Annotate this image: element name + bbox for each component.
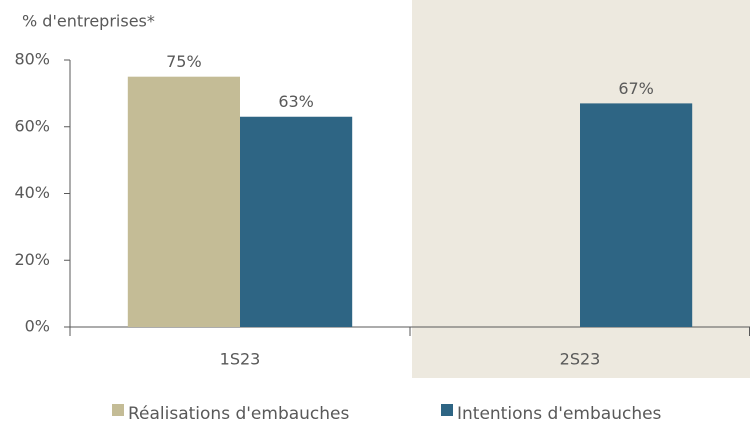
legend-label: Intentions d'embauches (457, 404, 662, 424)
value-label: 63% (278, 92, 314, 111)
y-tick-label: 20% (14, 250, 50, 269)
legend-label: Réalisations d'embauches (128, 404, 350, 424)
y-tick-label: 0% (25, 317, 50, 336)
x-tick-label: 2S23 (560, 350, 601, 369)
y-tick-label: 40% (14, 183, 50, 202)
bar (240, 116, 353, 327)
bar (127, 76, 240, 327)
y-axis-label: % d'entreprises* (22, 12, 155, 31)
y-tick-label: 80% (14, 50, 50, 69)
x-tick-label: 1S23 (220, 350, 261, 369)
legend-swatch (441, 404, 453, 416)
bar (580, 103, 693, 327)
y-tick-label: 60% (14, 116, 50, 135)
legend-swatch (112, 404, 124, 416)
value-label: 75% (166, 52, 202, 71)
value-label: 67% (618, 79, 654, 98)
